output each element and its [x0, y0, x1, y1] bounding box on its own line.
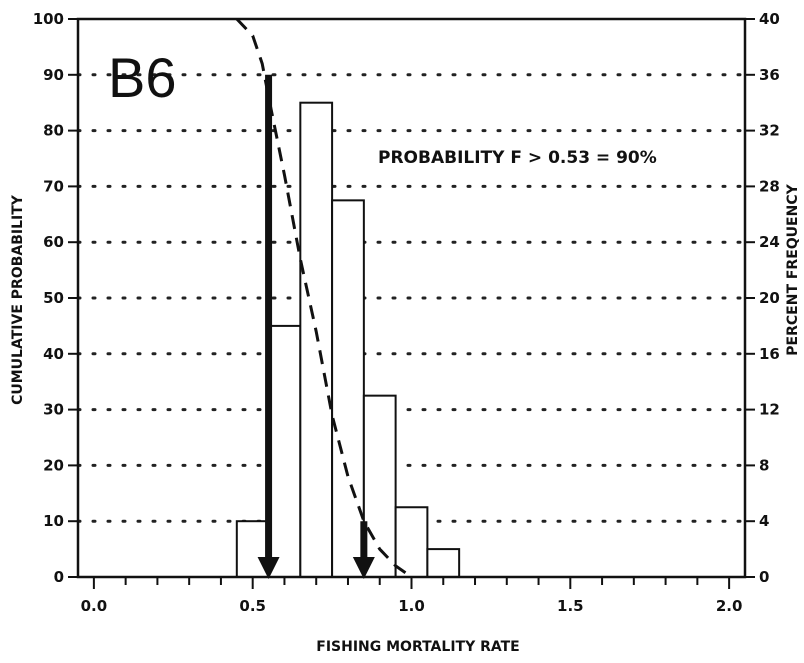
left-tick-label-90: 90 — [43, 66, 64, 84]
x-tick-label-3: 1.5 — [557, 597, 584, 615]
panel-label: B6 — [108, 46, 177, 109]
plot-layer: 0.0 0.5 1.0 1.5 2.0 0 10 20 30 40 50 60 70 80 90 100 0 4 8… — [33, 10, 780, 615]
left-tick-label-60: 60 — [43, 233, 64, 251]
histogram-bar-5 — [394, 506, 429, 578]
left-tick-label-100: 100 — [33, 10, 64, 28]
left-tick-label-0: 0 — [54, 568, 64, 586]
left-tick-label-10: 10 — [43, 512, 64, 530]
x-tick-label-0: 0.0 — [81, 597, 108, 615]
left-tick-label-70: 70 — [43, 177, 64, 195]
right-tick-label-12: 12 — [759, 401, 780, 419]
left-tick-label-30: 30 — [43, 401, 64, 419]
right-axis-title: PERCENT FREQUENCY — [785, 183, 801, 355]
left-tick-label-50: 50 — [43, 289, 64, 307]
right-tick-label-0: 0 — [759, 568, 769, 586]
left-tick-label-80: 80 — [43, 122, 64, 140]
cumulative-probability-curve — [235, 17, 413, 579]
right-tick-label-8: 8 — [759, 456, 769, 474]
arrow-head-1 — [352, 557, 375, 579]
x-tick-label-4: 2.0 — [716, 597, 743, 615]
right-tick-label-28: 28 — [759, 177, 780, 195]
right-tick-label-36: 36 — [759, 66, 780, 84]
right-tick-label-32: 32 — [759, 122, 780, 140]
histogram-bar-4 — [362, 394, 397, 578]
right-tick-label-40: 40 — [759, 10, 780, 28]
histogram-bar-1 — [267, 324, 302, 578]
left-tick-label-20: 20 — [43, 456, 64, 474]
right-tick-label-16: 16 — [759, 345, 780, 363]
histogram-bar-2 — [299, 101, 334, 578]
x-axis-title: FISHING MORTALITY RATE — [316, 639, 519, 655]
arrow-head-0 — [257, 557, 280, 579]
histogram-bar-6 — [426, 548, 461, 578]
right-tick-label-24: 24 — [759, 233, 780, 251]
x-tick-label-1: 0.5 — [239, 597, 266, 615]
x-tick-label-2: 1.0 — [398, 597, 425, 615]
right-tick-label-4: 4 — [759, 512, 769, 530]
probability-annotation: PROBABILITY F > 0.53 = 90% — [378, 148, 657, 168]
histogram-bar-3 — [331, 199, 365, 578]
left-tick-label-40: 40 — [43, 345, 64, 363]
right-tick-label-20: 20 — [759, 289, 780, 307]
left-axis-title: CUMULATIVE PROBABILITY — [10, 194, 26, 405]
